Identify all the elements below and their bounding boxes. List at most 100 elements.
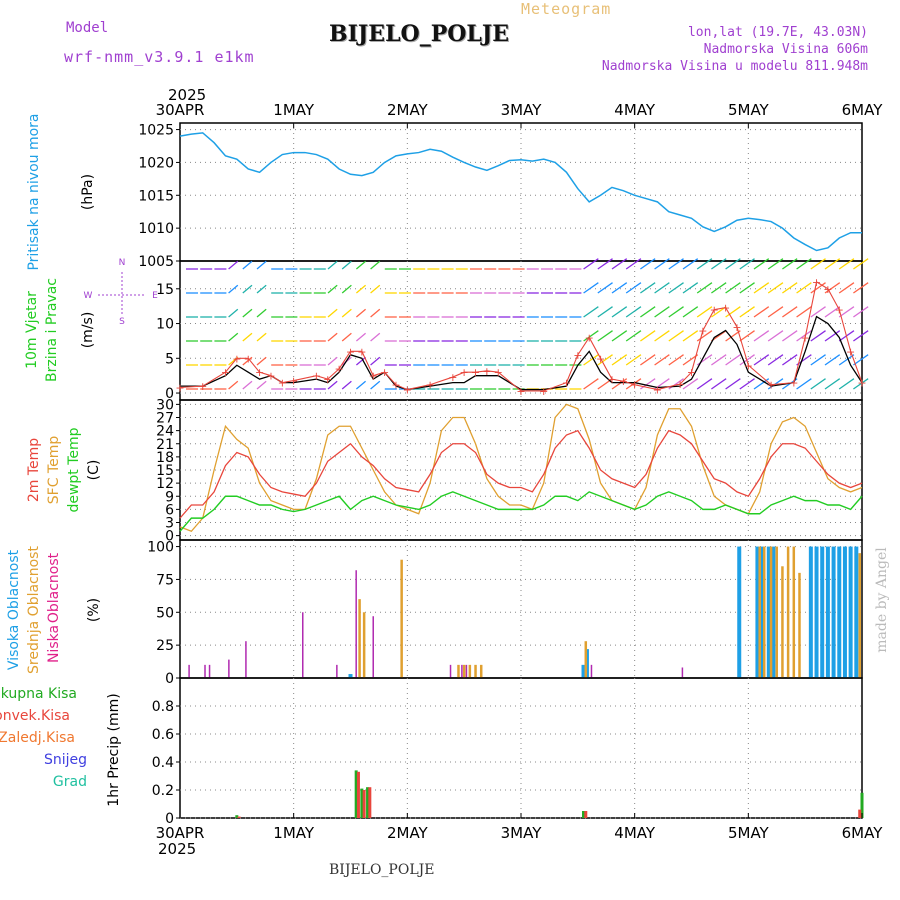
compass-east: E	[152, 291, 158, 301]
wind-speed-line	[180, 315, 863, 391]
wind-barb	[355, 380, 367, 390]
cloud-bar	[825, 546, 830, 678]
wind-barb	[696, 378, 713, 390]
bottom-axis-year: 2025	[158, 840, 196, 858]
y-tick-label: 24	[156, 424, 174, 440]
page-title: BIJELO_POLJE	[329, 21, 510, 47]
precip-unit-label: 1hr Precip (mm)	[106, 693, 122, 806]
wind-barb	[625, 306, 642, 318]
cloud-bar	[336, 664, 338, 678]
cloud-bar	[590, 664, 593, 678]
cloud-high-label: Visoka Oblacnost	[6, 549, 22, 670]
gust-marker: +	[471, 366, 480, 379]
wind-barb	[640, 378, 656, 390]
wind-axis-label-1: 10m Vjetar	[24, 291, 40, 369]
wind-barb	[810, 378, 826, 390]
wind-barb	[242, 380, 253, 390]
cloud-bar	[681, 667, 684, 678]
top-tick-label: 4MAY	[614, 101, 656, 119]
y-tick-label: 25	[156, 638, 174, 654]
cloud-bar	[842, 546, 847, 678]
gust-marker: +	[630, 379, 639, 392]
wind-barb	[824, 330, 841, 342]
gust-marker: +	[789, 377, 798, 390]
top-tick-label: 6MAY	[842, 101, 884, 119]
lonlat-info: lon,lat (19.7E, 43.03N)	[687, 25, 868, 40]
wind-barb	[739, 258, 755, 270]
precip-bar	[858, 809, 862, 818]
wind-barb	[753, 330, 770, 342]
wind-barb	[782, 354, 798, 366]
wind-barb	[654, 282, 670, 294]
wind-barb	[611, 354, 628, 366]
wind-barb	[796, 378, 812, 390]
gust-marker: +	[585, 331, 594, 344]
cloud-bar	[400, 559, 403, 678]
model-label: Model	[66, 20, 109, 36]
wind-barb	[611, 258, 628, 270]
cloud-bar	[831, 546, 836, 678]
sfc-axis-label: SFC Temp	[46, 436, 62, 505]
wind-barb	[725, 330, 741, 342]
gust-marker: +	[698, 325, 707, 338]
wind-barb	[640, 282, 656, 294]
gust-marker: +	[266, 370, 275, 383]
wind-barb	[796, 258, 812, 270]
cloud-bar	[769, 546, 773, 678]
wind-barb	[824, 306, 841, 318]
wind-barb	[810, 354, 826, 366]
wind-unit-label: (m/s)	[80, 312, 96, 349]
y-tick-label: 27	[156, 411, 174, 427]
wind-barb	[355, 284, 367, 294]
y-tick-label: 0.4	[152, 755, 174, 771]
gust-marker: +	[812, 276, 821, 289]
precip-bar	[366, 787, 370, 818]
wind-barb	[256, 332, 267, 342]
wind-barb	[853, 330, 869, 342]
cloud-bar	[775, 546, 778, 678]
precip-legend-item: Grad	[53, 774, 87, 790]
gust-marker: +	[198, 380, 207, 393]
dewpt-line	[179, 491, 863, 532]
cloud-bar	[208, 664, 211, 678]
wind-barb	[228, 380, 239, 390]
wind-barb	[838, 354, 855, 366]
y-tick-label: 50	[156, 605, 174, 621]
wind-barb	[256, 284, 267, 294]
wind-barb	[341, 260, 352, 270]
wind-barb	[739, 306, 755, 318]
cloud-bar	[457, 664, 460, 678]
wind-barb	[668, 282, 684, 294]
wind-barb	[640, 306, 656, 318]
wind-gust-line	[179, 280, 863, 392]
wind-barb	[682, 258, 699, 270]
gust-marker: +	[619, 375, 628, 388]
precip-bar	[860, 792, 864, 818]
y-tick-label: 0.6	[152, 727, 174, 743]
cloud-low-label-1: Niska	[46, 625, 62, 663]
wind-barb	[370, 332, 381, 342]
wind-barb	[739, 378, 755, 390]
y-tick-label: 0.8	[152, 699, 174, 715]
precip-bar	[237, 816, 241, 818]
cloud-bar	[858, 553, 861, 678]
y-tick-label: 6	[165, 502, 174, 518]
wind-barb	[838, 258, 855, 270]
wind-barb	[796, 282, 812, 294]
t2m-axis-label: 2m Temp	[26, 438, 42, 502]
wind-barb	[696, 330, 713, 342]
gust-marker: +	[289, 375, 298, 388]
wind-barb	[583, 306, 599, 318]
wind-barb	[611, 330, 628, 342]
gust-marker: +	[732, 321, 741, 334]
wind-barb	[824, 354, 841, 366]
gust-marker: +	[335, 363, 344, 376]
gust-marker: +	[823, 283, 832, 296]
gust-marker: +	[676, 378, 685, 391]
cloud-bar	[798, 572, 801, 678]
gust-marker: +	[346, 345, 355, 358]
cloud-unit-label: (%)	[86, 598, 102, 622]
gust-marker: +	[846, 345, 855, 358]
pressure-axis-label: Pritisak na nivou mora	[26, 113, 42, 270]
